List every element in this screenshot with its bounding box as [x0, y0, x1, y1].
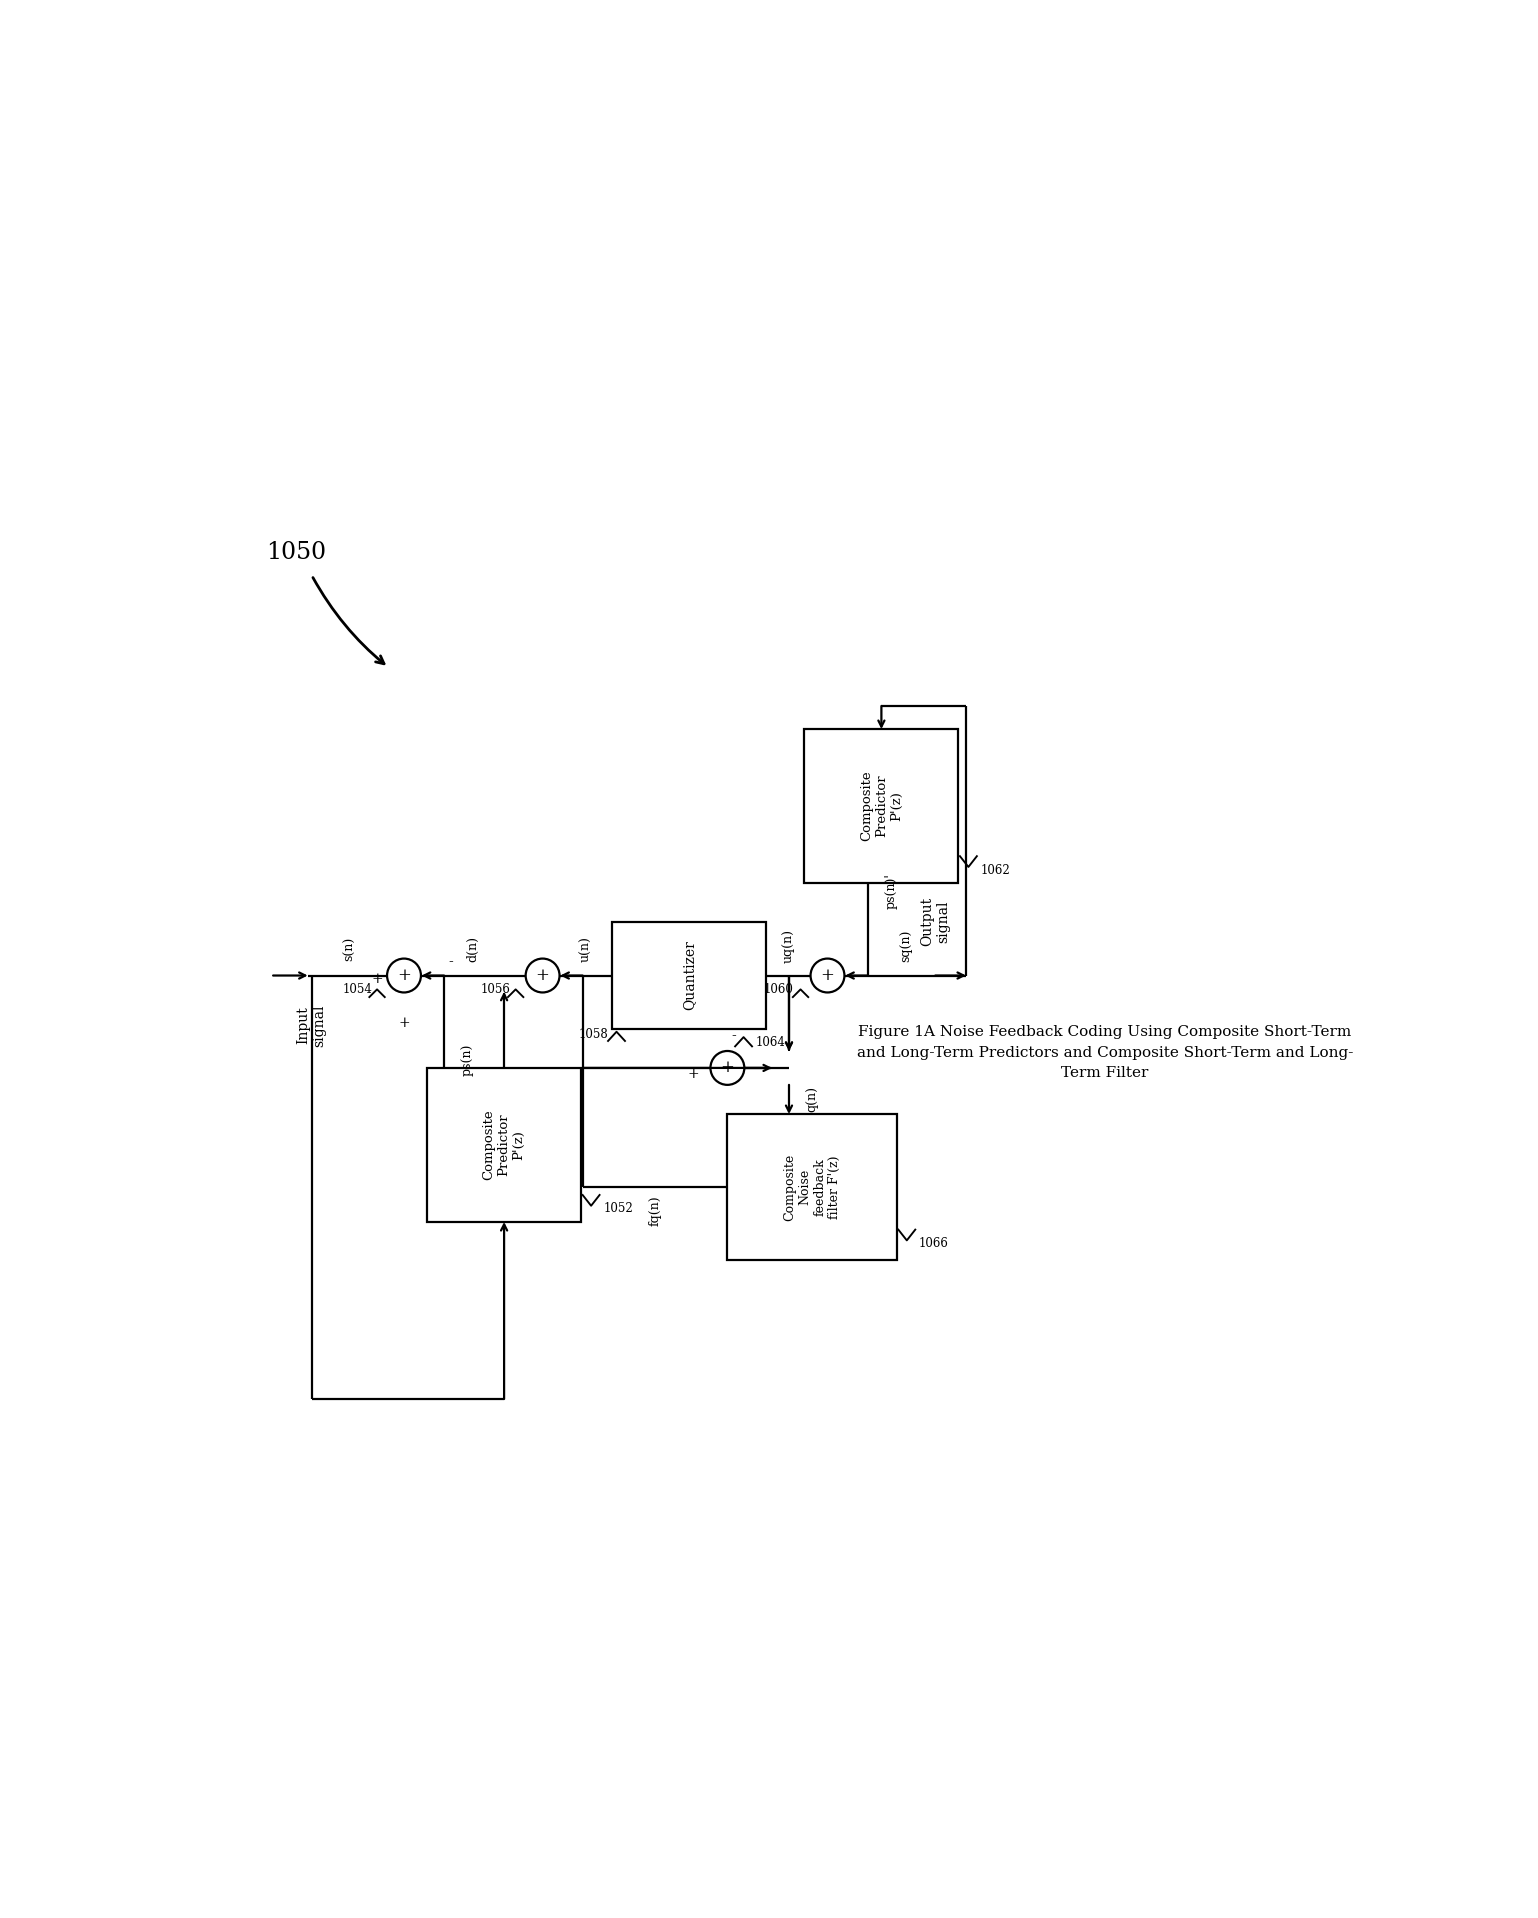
Circle shape: [711, 1051, 744, 1086]
Bar: [428, 1068, 581, 1222]
Text: +: +: [720, 1059, 734, 1076]
Text: -: -: [448, 955, 452, 969]
Text: uq(n): uq(n): [781, 928, 795, 963]
Text: +: +: [535, 967, 549, 984]
Text: Figure 1A Noise Feedback Coding Using Composite Short-Term
and Long-Term Predict: Figure 1A Noise Feedback Coding Using Co…: [857, 1024, 1353, 1080]
Text: Quantizer: Quantizer: [681, 940, 695, 1011]
Circle shape: [388, 959, 421, 992]
Text: 1062: 1062: [981, 863, 1010, 877]
Circle shape: [526, 959, 560, 992]
Text: 1054: 1054: [343, 982, 372, 995]
Text: 1064: 1064: [755, 1036, 786, 1049]
Text: 1066: 1066: [920, 1237, 949, 1251]
Bar: [804, 729, 958, 882]
Text: Composite
Predictor
P'(z): Composite Predictor P'(z): [483, 1111, 526, 1180]
Text: s(n): s(n): [343, 936, 357, 961]
Text: 1050: 1050: [266, 541, 326, 564]
Text: +: +: [397, 967, 411, 984]
Text: +: +: [398, 1015, 409, 1030]
Text: d(n): d(n): [468, 936, 480, 961]
Text: fq(n): fq(n): [649, 1195, 661, 1226]
Text: 1052: 1052: [603, 1203, 634, 1216]
Text: sq(n): sq(n): [898, 930, 912, 963]
Text: 1060: 1060: [763, 982, 794, 995]
Text: +: +: [687, 1066, 698, 1082]
Text: 1058: 1058: [578, 1028, 609, 1041]
Text: -: -: [731, 1030, 737, 1043]
Text: ps(n): ps(n): [461, 1043, 474, 1076]
Text: +: +: [821, 967, 835, 984]
Text: Input
signal: Input signal: [297, 1005, 326, 1047]
Text: Output
signal: Output signal: [920, 898, 950, 946]
Text: +: +: [371, 972, 383, 986]
Circle shape: [811, 959, 844, 992]
Bar: [727, 1114, 897, 1260]
Text: ps(n)': ps(n)': [884, 873, 897, 909]
Text: 1056: 1056: [481, 982, 511, 995]
Text: Composite
Noise
feedback
filter F'(z): Composite Noise feedback filter F'(z): [783, 1153, 841, 1222]
Text: Composite
Predictor
P'(z): Composite Predictor P'(z): [860, 771, 903, 842]
Bar: [612, 923, 766, 1030]
Text: q(n): q(n): [806, 1086, 818, 1112]
Text: u(n): u(n): [580, 936, 592, 961]
